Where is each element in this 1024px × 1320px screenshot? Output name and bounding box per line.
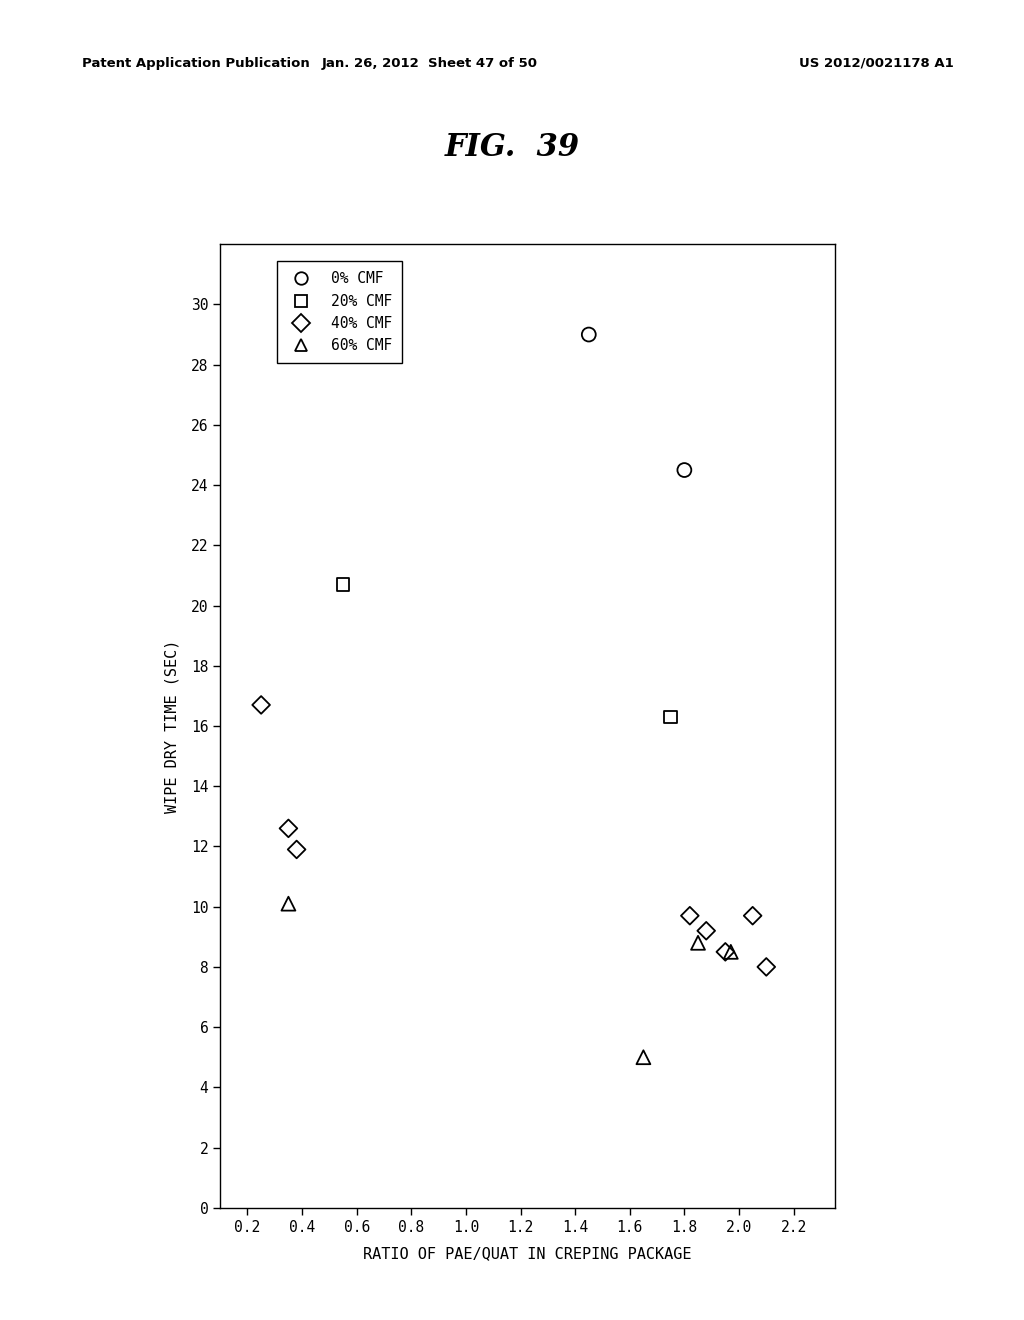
Point	[635, 1047, 651, 1068]
Point	[581, 323, 597, 345]
Point	[676, 459, 692, 480]
Point	[744, 906, 761, 927]
Point	[289, 840, 305, 861]
Point	[717, 941, 733, 962]
Text: Patent Application Publication: Patent Application Publication	[82, 57, 309, 70]
Point	[682, 906, 698, 927]
Point	[698, 920, 715, 941]
Point	[253, 694, 269, 715]
Point	[690, 932, 707, 953]
Point	[723, 941, 739, 962]
Text: FIG.  39: FIG. 39	[444, 132, 580, 162]
Point	[281, 894, 297, 915]
Y-axis label: WIPE DRY TIME (SEC): WIPE DRY TIME (SEC)	[165, 639, 180, 813]
X-axis label: RATIO OF PAE/QUAT IN CREPING PACKAGE: RATIO OF PAE/QUAT IN CREPING PACKAGE	[364, 1246, 691, 1261]
Point	[758, 956, 774, 977]
Text: US 2012/0021178 A1: US 2012/0021178 A1	[799, 57, 953, 70]
Point	[663, 706, 679, 727]
Point	[281, 818, 297, 840]
Legend: 0% CMF, 20% CMF, 40% CMF, 60% CMF: 0% CMF, 20% CMF, 40% CMF, 60% CMF	[276, 261, 402, 363]
Point	[335, 574, 351, 595]
Text: Jan. 26, 2012  Sheet 47 of 50: Jan. 26, 2012 Sheet 47 of 50	[323, 57, 538, 70]
